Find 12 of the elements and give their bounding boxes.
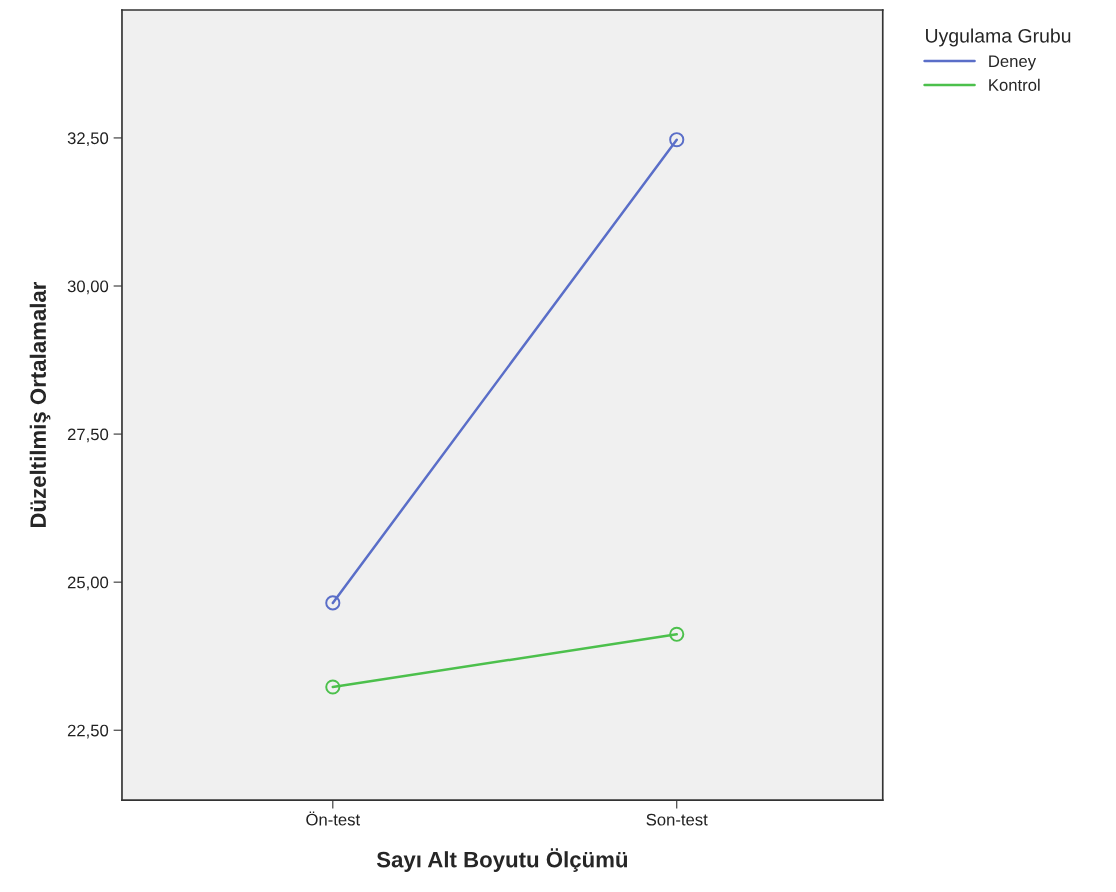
legend-label: Deney	[989, 55, 1037, 71]
legend-label: Kontrol	[989, 78, 1040, 91]
y-tick-label: 32,50	[67, 132, 109, 147]
y-axis-title: Düzeltilmiş Ortalamalar	[29, 281, 51, 528]
y-tick-label: 30,00	[67, 280, 109, 295]
y-tick-label: 25,00	[67, 576, 109, 591]
x-tick-label: Ön-test	[306, 811, 361, 826]
x-tick-label: Son-test	[646, 813, 708, 826]
legend-title: Uygulama Grubu	[926, 28, 1071, 47]
y-tick-label: 27,50	[67, 428, 109, 443]
y-tick-label: 22,50	[67, 724, 109, 739]
x-axis-title: Sayı Alt Boyutu Ölçümü	[376, 848, 628, 872]
